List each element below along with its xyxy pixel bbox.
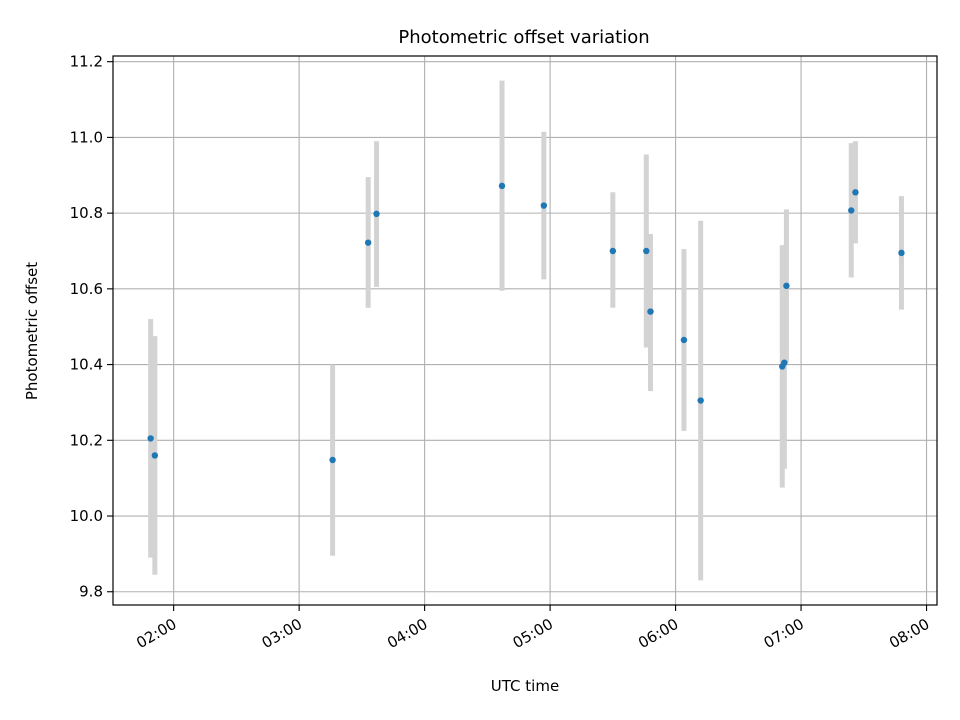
plot-frame: [112, 55, 938, 606]
data-point: [329, 456, 336, 464]
data-point: [852, 189, 859, 196]
data-point: [898, 249, 905, 257]
chart-title: Photometric offset variation: [398, 27, 649, 48]
y-tick-label: 10.6: [70, 280, 103, 298]
data-points: [147, 182, 905, 464]
y-tick-label: 10.4: [70, 356, 103, 374]
data-point: [643, 247, 650, 255]
data-point: [151, 452, 159, 459]
y-axis-ticks: 9.8 10.0 10.2 10.4 10.6 10.8 11.0 11.2: [70, 53, 113, 601]
y-tick-label: 10.8: [70, 204, 103, 222]
grid-lines: [113, 56, 937, 605]
data-point: [498, 182, 506, 190]
y-tick-label: 9.8: [79, 583, 103, 601]
y-tick-label: 11.2: [70, 53, 103, 71]
y-tick-label: 11.0: [70, 128, 103, 146]
data-point: [540, 202, 548, 209]
data-point: [647, 308, 654, 315]
data-point: [781, 359, 788, 366]
y-axis-label: Photometric offset: [23, 262, 41, 400]
data-point: [147, 435, 154, 442]
data-point: [697, 397, 704, 404]
x-axis-label: UTC time: [491, 677, 559, 695]
y-tick-label: 10.0: [70, 507, 103, 525]
data-point: [783, 282, 790, 290]
data-point: [848, 207, 855, 214]
data-point: [680, 336, 688, 344]
y-tick-label: 10.2: [70, 431, 103, 449]
data-point: [373, 210, 380, 218]
data-point: [609, 247, 617, 255]
data-point: [364, 239, 372, 246]
